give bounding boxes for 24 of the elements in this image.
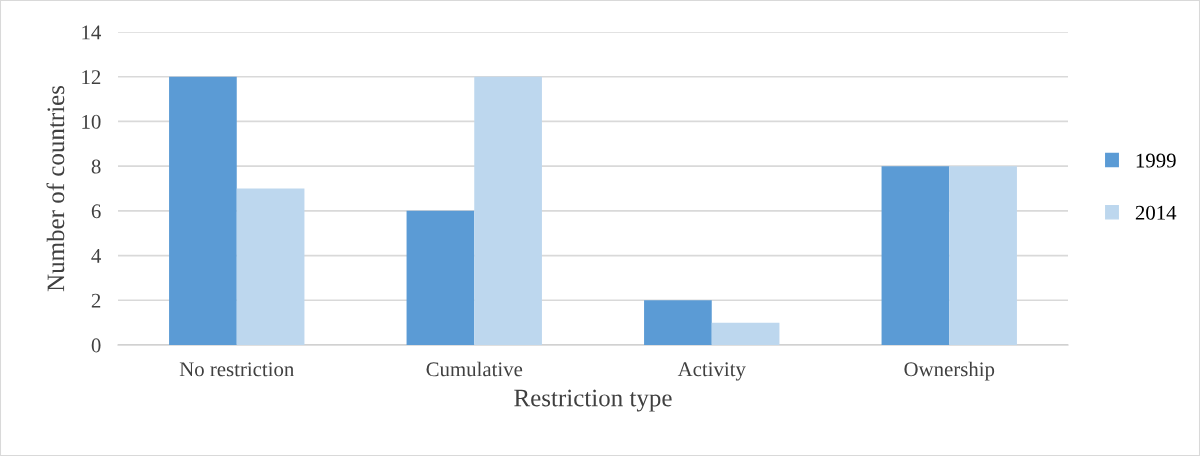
bar (474, 76, 542, 345)
y-axis-title: Number of countries (46, 85, 65, 292)
legend-label: 2014 (1135, 205, 1177, 220)
y-tick-label: 2 (91, 293, 101, 308)
x-tick-label: Activity (677, 362, 746, 381)
y-tick-label: 8 (91, 159, 101, 174)
bar (169, 76, 237, 345)
bar (881, 166, 950, 345)
x-axis-title: Restriction type (514, 389, 672, 412)
x-tick-label: No restriction (179, 362, 294, 377)
bar (711, 322, 780, 345)
y-tick-label: 12 (82, 70, 101, 84)
x-tick-label: Cumulative (426, 361, 523, 377)
bar (644, 300, 712, 345)
bar (406, 210, 475, 345)
y-tick-label: 14 (82, 25, 102, 40)
legend-label: 1999 (1136, 153, 1176, 168)
x-tick-label: Ownership (904, 361, 995, 381)
y-tick-label: 4 (91, 249, 102, 263)
y-tick-label: 0 (91, 338, 101, 353)
y-tick-label: 6 (91, 204, 101, 219)
bar (949, 166, 1017, 345)
y-tick-label: 10 (82, 114, 101, 129)
bar (236, 188, 305, 345)
